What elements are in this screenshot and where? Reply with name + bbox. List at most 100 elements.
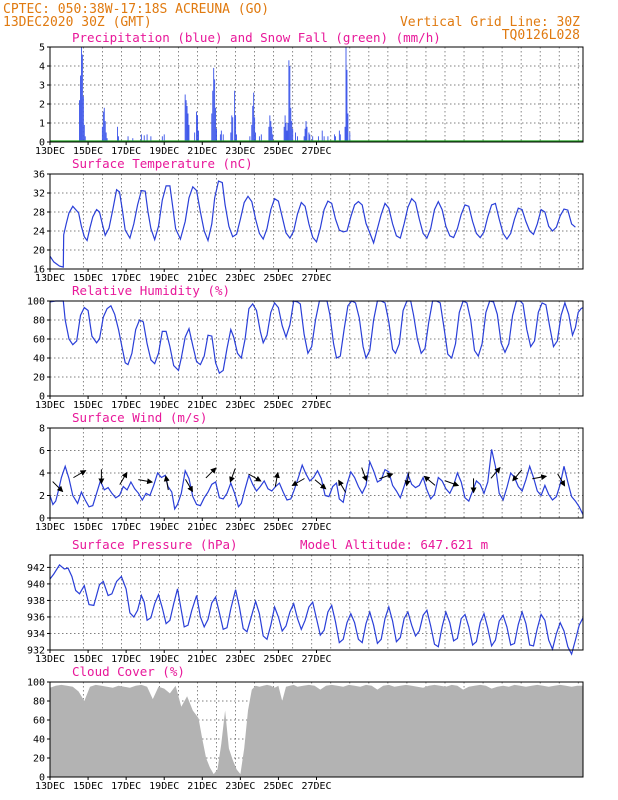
header-location: CPTEC: 050:38W-17:18S ACREUNA (GO) bbox=[3, 2, 269, 17]
x-tick-label: 15DEC bbox=[73, 400, 103, 411]
precip-bar bbox=[308, 132, 310, 142]
x-tick-label: 15DEC bbox=[73, 522, 103, 533]
y-tick-label: 0 bbox=[39, 138, 45, 149]
precip-bar bbox=[338, 130, 340, 142]
precip-bar bbox=[290, 107, 292, 142]
temperature-panel: Surface Temperature (nC) 16 20 24 28 32 36 13D… bbox=[33, 156, 584, 284]
precip-bar bbox=[236, 134, 237, 142]
y-tick-label: 940 bbox=[27, 579, 45, 590]
precip-bar bbox=[303, 136, 305, 142]
y-tick-label: 0 bbox=[39, 773, 45, 784]
precip-bar bbox=[219, 134, 221, 142]
precip-bar bbox=[344, 126, 346, 142]
series-line bbox=[49, 563, 584, 656]
precip-bar bbox=[305, 121, 307, 142]
precip-bar bbox=[127, 136, 129, 142]
precip-bar bbox=[232, 117, 234, 142]
x-tick-label: 13DEC bbox=[35, 522, 65, 533]
wind-vector bbox=[163, 475, 170, 491]
y-tick-label: 28 bbox=[33, 208, 45, 219]
precip-bar bbox=[271, 126, 273, 142]
y-tick-label: 20 bbox=[33, 373, 45, 384]
y-tick-label: 4 bbox=[39, 469, 45, 480]
wind-vector bbox=[248, 473, 262, 482]
precip-bar bbox=[214, 79, 216, 142]
precip-bar bbox=[291, 121, 293, 142]
wind-vector bbox=[73, 470, 87, 479]
precip-bar bbox=[82, 96, 84, 142]
x-tick-label: 15DEC bbox=[73, 781, 103, 792]
x-tick-label: 17DEC bbox=[111, 146, 141, 157]
wind-vector bbox=[119, 471, 128, 485]
wind-vector bbox=[379, 472, 394, 480]
wind-vector bbox=[291, 478, 305, 486]
precip-bar bbox=[289, 66, 291, 142]
x-tick-label: 17DEC bbox=[111, 654, 141, 665]
y-tick-label: 4 bbox=[39, 62, 45, 73]
x-tick-label: 25DEC bbox=[263, 781, 293, 792]
precip-bar bbox=[194, 132, 196, 142]
precip-bar bbox=[321, 130, 323, 142]
y-tick-label: 0 bbox=[39, 392, 45, 403]
x-tick-label: 25DEC bbox=[263, 522, 293, 533]
wind-vector bbox=[557, 473, 566, 487]
precip-bar bbox=[254, 117, 256, 142]
y-tick-label: 16 bbox=[33, 265, 45, 276]
header-model-code: TQ0126L028 bbox=[502, 28, 580, 43]
x-tick-label: 23DEC bbox=[225, 273, 255, 284]
wind-vector bbox=[138, 478, 154, 485]
x-tick-label: 21DEC bbox=[187, 400, 217, 411]
precip-bar bbox=[230, 132, 232, 142]
x-tick-label: 19DEC bbox=[149, 146, 179, 157]
series-line bbox=[49, 449, 584, 515]
precip-bar bbox=[306, 126, 308, 142]
precip-bar bbox=[104, 121, 106, 142]
precip-bar bbox=[235, 115, 237, 142]
precipitation-panel: Precipitation (blue) and Snow Fall (gree… bbox=[35, 30, 584, 157]
precip-bar bbox=[150, 136, 152, 142]
precip-bar bbox=[84, 136, 86, 142]
y-tick-label: 100 bbox=[27, 297, 45, 308]
precip-bar bbox=[270, 121, 272, 142]
precip-bar bbox=[222, 134, 224, 142]
wind-vector bbox=[185, 479, 193, 493]
precip-bar bbox=[161, 136, 163, 142]
y-tick-label: 932 bbox=[27, 646, 45, 657]
x-tick-label: 21DEC bbox=[187, 781, 217, 792]
precip-bar bbox=[212, 90, 214, 142]
y-tick-label: 942 bbox=[27, 563, 45, 574]
wind-vector bbox=[205, 467, 217, 479]
y-tick-label: 100 bbox=[27, 678, 45, 689]
wind-vector bbox=[404, 471, 411, 487]
x-tick-label: 15DEC bbox=[73, 146, 103, 157]
precip-bar bbox=[79, 100, 80, 142]
wind-title: Surface Wind (m/s) bbox=[72, 410, 207, 425]
precip-bar bbox=[186, 105, 188, 142]
precip-bar bbox=[80, 47, 82, 142]
series-line bbox=[49, 180, 576, 268]
x-tick-label: 15DEC bbox=[73, 654, 103, 665]
precip-bar bbox=[295, 132, 296, 142]
y-tick-label: 5 bbox=[39, 43, 45, 54]
wind-vector bbox=[490, 466, 501, 479]
precip-bar bbox=[258, 136, 260, 142]
x-tick-label: 19DEC bbox=[149, 654, 179, 665]
humidity-panel: Relative Humidity (%) 0 20 40 60 80 100 13DEC 1… bbox=[27, 283, 584, 411]
wind-vector bbox=[532, 474, 548, 481]
x-tick-label: 21DEC bbox=[187, 654, 217, 665]
precip-bar bbox=[132, 138, 134, 142]
wind-vector bbox=[512, 469, 523, 482]
precip-bar bbox=[211, 113, 213, 142]
precip-bar bbox=[304, 128, 306, 142]
x-tick-label: 17DEC bbox=[111, 522, 141, 533]
precip-bar bbox=[101, 126, 103, 142]
precip-bar bbox=[288, 60, 290, 142]
y-tick-label: 60 bbox=[33, 716, 45, 727]
precip-bar bbox=[106, 138, 108, 142]
precip-bar bbox=[184, 94, 186, 142]
pressure-panel: Surface Pressure (hPa) Model Altitude: 6… bbox=[27, 537, 584, 665]
temperature-title: Surface Temperature (nC) bbox=[72, 156, 253, 171]
precip-bar bbox=[187, 113, 189, 142]
x-tick-label: 23DEC bbox=[225, 654, 255, 665]
x-tick-label: 17DEC bbox=[111, 400, 141, 411]
